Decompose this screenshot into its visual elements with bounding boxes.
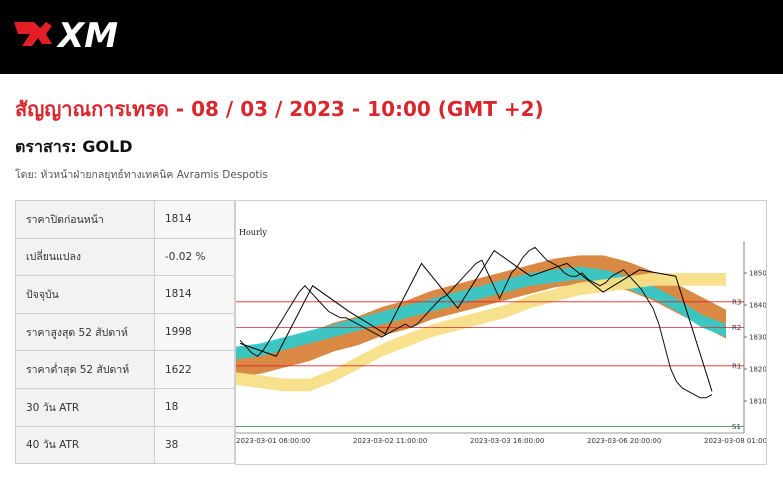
y-tick-label: 1810	[749, 398, 766, 406]
stat-label: ราคาสูงสุด 52 สัปดาห์	[15, 312, 155, 352]
y-tick-label: 1820	[749, 366, 766, 374]
chart-svg: Hourly R3 R2 R1 S1 1810 1820 1830 1840 1850 2023-0…	[236, 228, 766, 445]
price-series	[239, 246, 713, 399]
chart-title: Hourly	[239, 228, 267, 237]
x-tick-label: 2023-03-03 16:00:00	[470, 437, 544, 445]
y-tick-label: 1830	[749, 334, 766, 342]
x-tick-label: 2023-03-08 01:00:00	[704, 437, 766, 445]
stat-label: ราคาต่ำสุด 52 สัปดาห์	[15, 350, 155, 389]
y-tick-label: 1850	[749, 270, 766, 278]
level-label-r3: R3	[732, 298, 741, 306]
stat-value: -0.02 %	[154, 237, 235, 277]
stat-value: 38	[154, 425, 235, 465]
table-row: ราคาปิดก่อนหน้า 1814	[15, 200, 235, 239]
stat-value: 1814	[154, 200, 235, 239]
price-chart: Hourly R3 R2 R1 S1 1810 1820 1830 1840 1850 2023-0…	[235, 200, 767, 465]
stat-label: ราคาปิดก่อนหน้า	[15, 200, 155, 239]
level-label-r2: R2	[732, 324, 741, 332]
stat-label: 40 วัน ATR	[15, 425, 155, 465]
svg-text:XM: XM	[56, 16, 118, 54]
stat-value: 1998	[154, 312, 235, 352]
instrument-title: ตราสาร: GOLD	[15, 137, 133, 156]
y-tick-label: 1840	[749, 302, 766, 310]
stat-value: 18	[154, 387, 235, 427]
xm-logo[interactable]: XM	[12, 14, 137, 54]
stat-label: เปลี่ยนแปลง	[15, 237, 155, 277]
table-row: 30 วัน ATR 18	[15, 387, 235, 427]
table-row: 40 วัน ATR 38	[15, 425, 235, 465]
level-label-r1: R1	[732, 362, 741, 370]
table-row: ปัจจุบัน 1814	[15, 275, 235, 314]
stat-label: ปัจจุบัน	[15, 275, 155, 314]
stat-label: 30 วัน ATR	[15, 387, 155, 427]
x-tick-label: 2023-03-01 06:00:00	[236, 437, 310, 445]
ribbon-yellow	[236, 273, 726, 392]
x-tick-label: 2023-03-02 11:00:00	[353, 437, 427, 445]
level-label-s1: S1	[732, 423, 741, 431]
top-header: XM	[0, 0, 783, 74]
stats-table: ราคาปิดก่อนหน้า 1814 เปลี่ยนแปลง -0.02 % ป…	[15, 200, 235, 465]
table-row: ราคาต่ำสุด 52 สัปดาห์ 1622	[15, 350, 235, 389]
table-row: ราคาสูงสุด 52 สัปดาห์ 1998	[15, 312, 235, 352]
stat-value: 1622	[154, 350, 235, 389]
ribbon-orange	[236, 255, 726, 377]
stat-value: 1814	[154, 275, 235, 314]
page-title: สัญญาณการเทรด - 08 / 03 / 2023 - 10:00 (…	[15, 97, 544, 121]
x-tick-label: 2023-03-06 20:00:00	[587, 437, 661, 445]
table-row: เปลี่ยนแปลง -0.02 %	[15, 237, 235, 277]
author-byline: โดย: หัวหน้าฝ่ายกลยุทธ์ทางเทคนิค Avramis…	[15, 169, 268, 181]
zigzag-series	[239, 249, 713, 392]
